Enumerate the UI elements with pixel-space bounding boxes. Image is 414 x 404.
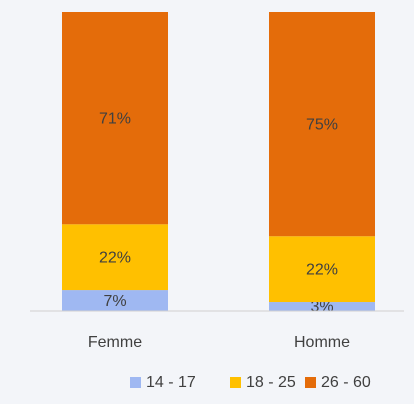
data-label: 7% [103, 293, 126, 310]
legend-label: 14 - 17 [146, 374, 196, 391]
legend-swatch [305, 377, 316, 388]
x-tick-label: Femme [88, 334, 142, 351]
bar-segment [269, 302, 375, 311]
bar-segment [269, 12, 375, 237]
legend-label: 18 - 25 [246, 374, 296, 391]
bar-segment [62, 290, 168, 311]
bar-segment [62, 12, 168, 225]
data-label: 22% [99, 249, 131, 266]
data-label: 71% [99, 110, 131, 127]
legend-label: 26 - 60 [321, 374, 371, 391]
legend-swatch [130, 377, 141, 388]
bar-segment [62, 224, 168, 291]
data-label: 22% [306, 261, 338, 278]
data-label: 75% [306, 116, 338, 133]
bar-segment [269, 236, 375, 303]
legend-swatch [230, 377, 241, 388]
x-tick-label: Homme [294, 334, 350, 351]
